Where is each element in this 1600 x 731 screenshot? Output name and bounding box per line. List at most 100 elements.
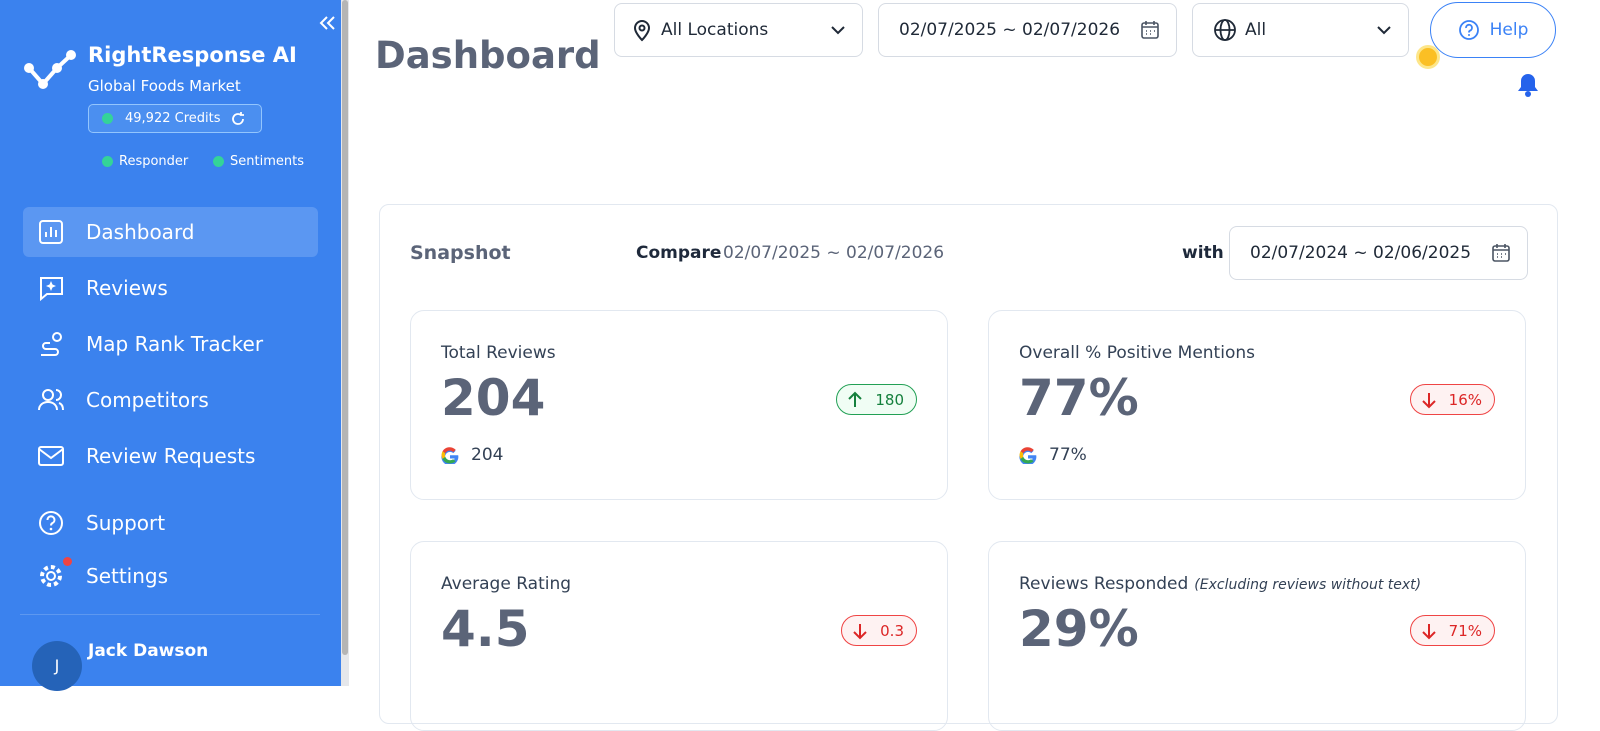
status-indicator[interactable] — [1416, 45, 1440, 69]
sentiments-badge: Sentiments — [213, 154, 304, 169]
app: RightResponse AI Global Foods Market 49,… — [0, 0, 1558, 731]
page: Dashboard {"sidebar":{"brand":"RightResp… — [0, 0, 1558, 731]
nav-icon — [38, 389, 64, 411]
org-name: Global Foods Market — [88, 77, 241, 95]
change-badge: 0.3 — [841, 615, 917, 646]
badge: Responder — [119, 154, 189, 169]
nav-icon — [38, 446, 64, 466]
nav-icon — [39, 511, 63, 535]
with-date-range[interactable]: 02/07/2024 ~ 02/06/2025 — [1229, 226, 1528, 280]
google-icon — [1019, 447, 1037, 464]
collapse-icon[interactable] — [318, 14, 336, 32]
help-button[interactable]: Help — [1430, 2, 1556, 58]
badge: Sentiments — [230, 154, 304, 169]
status-dot — [102, 113, 113, 124]
google-icon — [441, 447, 459, 464]
change-arrow — [853, 623, 867, 639]
nav-item[interactable]: Review Requests — [23, 431, 318, 481]
nav-icon — [39, 220, 63, 244]
metric-title: Total Reviews — [441, 343, 556, 363]
change-badge: 71% — [1409, 615, 1495, 646]
google-value: 204 — [471, 445, 504, 465]
nav-item[interactable]: Settings — [23, 551, 318, 601]
help-icon — [1458, 20, 1479, 40]
change-arrow — [1421, 623, 1436, 639]
metric-title: Average Rating — [441, 574, 571, 594]
credits: 49,922 Credits — [125, 111, 221, 126]
metric-card: Reviews Responded (Excluding reviews with… — [988, 541, 1526, 731]
google-value: 77% — [1049, 445, 1087, 465]
metric-title-text: Total Reviews — [441, 343, 556, 363]
change-arrow — [1421, 392, 1436, 408]
nav-item[interactable]: Map Rank Tracker — [23, 319, 318, 369]
metric-title: Overall % Positive Mentions — [1019, 343, 1255, 363]
change-arrow — [848, 391, 863, 407]
nav-item[interactable]: Dashboard — [23, 207, 318, 257]
avatar[interactable]: J — [32, 641, 82, 691]
responder-badge: Responder — [102, 154, 188, 169]
change-value: 0.3 — [880, 621, 904, 640]
location-select[interactable]: All Locations — [614, 3, 863, 57]
change-badge: 16% — [1409, 384, 1495, 415]
change-value: 71% — [1448, 621, 1482, 640]
brand: RightResponse AI — [88, 43, 297, 67]
date-range[interactable]: 02/07/2025 ~ 02/07/2026 — [878, 3, 1177, 57]
nav-label: Settings — [86, 564, 169, 588]
metric-value: 4.5 — [441, 600, 530, 658]
metric-title-text: Average Rating — [441, 574, 572, 594]
logo — [24, 50, 76, 89]
calendar-icon — [1492, 244, 1510, 262]
date-range-text: 02/07/2025 ~ 02/07/2026 — [899, 20, 1121, 40]
credits-badge[interactable]: 49,922 Credits — [88, 104, 262, 133]
metric-card: Total Reviews 204 180 204 — [410, 310, 948, 500]
change-value: 16% — [1448, 390, 1482, 409]
globe-icon — [1214, 19, 1236, 41]
refresh-icon[interactable] — [229, 110, 247, 128]
metric-card: Overall % Positive Mentions 77% 16% 77% — [988, 310, 1526, 500]
snapshot-panel: Snapshot Compare 02/07/2025 ~ 02/07/2026… — [379, 204, 1558, 731]
calendar-icon — [1141, 21, 1159, 39]
language: All — [1245, 20, 1267, 40]
metric-value: 29% — [1019, 600, 1139, 658]
google-count: 204 — [441, 445, 503, 465]
nav-label: Review Requests — [86, 444, 256, 468]
divider — [20, 614, 320, 615]
nav-label: Map Rank Tracker — [86, 332, 264, 356]
nav-icon — [40, 565, 62, 587]
scrollbar[interactable] — [341, 0, 349, 686]
nav-item[interactable]: Reviews — [23, 263, 318, 313]
help-label: Help — [1489, 20, 1529, 40]
snapshot-title: Snapshot — [410, 242, 511, 264]
with-range: 02/07/2024 ~ 02/06/2025 — [1250, 243, 1472, 263]
nav-icon — [41, 332, 62, 356]
notification-dot — [63, 557, 72, 566]
metric-value: 204 — [441, 369, 546, 427]
location: All Locations — [661, 20, 769, 40]
metric-card: Average Rating 4.5 0.3 — [410, 541, 948, 731]
pin-icon — [633, 20, 651, 42]
bell-icon[interactable] — [1517, 72, 1539, 98]
user-name: Jack Dawson — [88, 641, 209, 661]
metric-note: (Excluding reviews without text) — [1194, 577, 1422, 593]
compare-label: Compare — [636, 243, 722, 263]
metric-value: 77% — [1019, 369, 1139, 427]
compare-range: 02/07/2025 ~ 02/07/2026 — [723, 243, 945, 263]
page-title: Dashboard — [375, 34, 601, 77]
chevron — [831, 26, 845, 35]
sidebar: RightResponse AI Global Foods Market 49,… — [0, 0, 341, 691]
nav-label: Support — [86, 511, 166, 535]
change-value: 180 — [875, 390, 904, 409]
google-count: 77% — [1019, 445, 1087, 465]
nav-item[interactable]: Support — [23, 498, 318, 548]
nav-icon — [40, 277, 63, 301]
nav-label: Reviews — [86, 276, 168, 300]
metric-title: Reviews Responded (Excluding reviews with… — [1019, 574, 1421, 594]
nav-label: Dashboard — [86, 220, 195, 244]
metric-title-text: Reviews Responded — [1019, 574, 1189, 594]
nav-label: Competitors — [86, 388, 209, 412]
metric-title-text: Overall % Positive Mentions — [1019, 343, 1255, 363]
chevron — [1377, 26, 1391, 35]
language-select[interactable]: All — [1192, 3, 1409, 57]
change-badge: 180 — [836, 384, 917, 415]
nav-item[interactable]: Competitors — [23, 375, 318, 425]
